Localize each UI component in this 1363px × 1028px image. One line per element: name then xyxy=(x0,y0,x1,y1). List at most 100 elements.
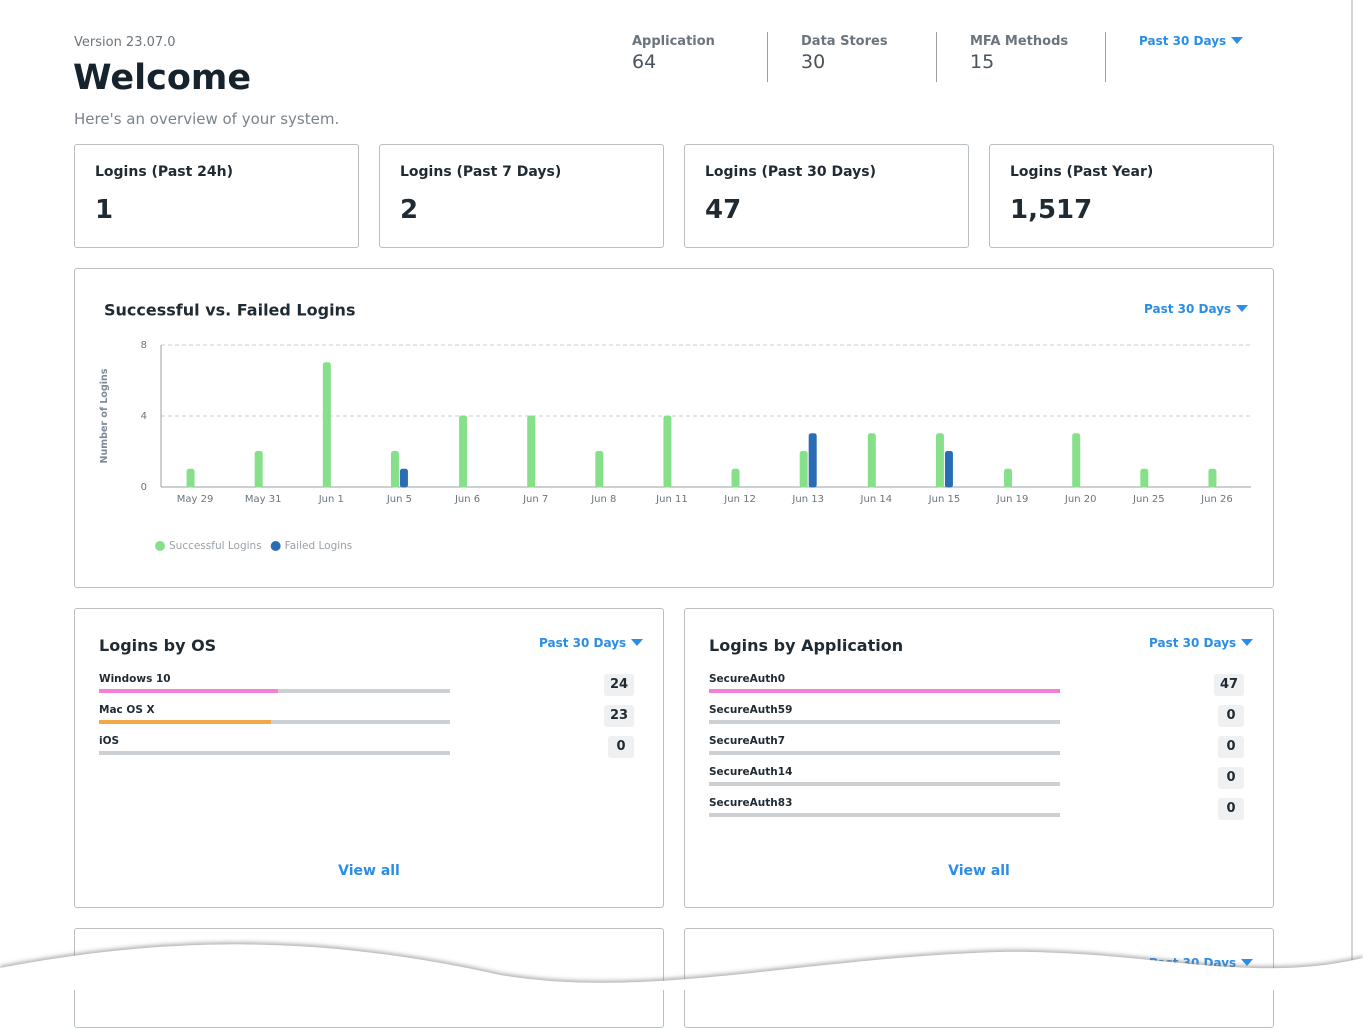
bar xyxy=(322,362,331,488)
version: Version 23.07.0 xyxy=(74,35,176,50)
legend-swatch xyxy=(270,541,281,551)
subtitle: Here's an overview of your system. xyxy=(74,110,340,128)
item-name: Mac OS X xyxy=(99,704,155,716)
bar xyxy=(944,451,953,488)
card-value: 1,517 xyxy=(1010,195,1093,225)
card-value: 1 xyxy=(95,195,114,225)
y-tick-label: 8 xyxy=(141,340,147,351)
bar-track xyxy=(709,782,1060,786)
bar xyxy=(254,451,263,488)
bar xyxy=(731,468,740,488)
stat-label: Application xyxy=(632,34,715,49)
bar-track xyxy=(709,689,1060,693)
card-value: 47 xyxy=(705,195,742,225)
stat: MFA Methods 15 xyxy=(970,34,1068,73)
bar xyxy=(1072,433,1081,488)
view-all-link[interactable]: View all xyxy=(948,863,1010,879)
stat: Data Stores 30 xyxy=(801,34,888,73)
period-dropdown[interactable]: Past 30 Days xyxy=(539,636,643,650)
bar xyxy=(808,433,817,488)
x-tick-label: May 29 xyxy=(177,494,214,505)
chart-title: Successful vs. Failed Logins xyxy=(104,301,355,320)
x-tick-label: Jun 14 xyxy=(860,494,893,505)
card-label: Logins (Past 30 Days) xyxy=(705,164,877,180)
item-name: Windows 10 xyxy=(99,673,171,685)
count-badge: 24 xyxy=(604,674,634,696)
divider xyxy=(936,32,937,82)
divider xyxy=(1105,32,1106,82)
count-badge: 0 xyxy=(608,736,634,758)
x-tick-label: Jun 20 xyxy=(1064,494,1097,505)
item-name: SecureAuth0 xyxy=(709,673,786,685)
chart: Successful vs. Failed Logins Number of L… xyxy=(99,301,1251,552)
x-tick-label: Jun 6 xyxy=(454,494,480,505)
bar xyxy=(399,468,408,488)
period-dropdown[interactable]: Past 30 Days xyxy=(1149,636,1253,650)
y-tick-label: 0 xyxy=(141,482,147,493)
bar xyxy=(527,415,536,488)
bar xyxy=(186,468,195,488)
divider xyxy=(767,32,768,82)
card-value: 2 xyxy=(400,195,419,225)
panel-title: Logins by Application xyxy=(709,636,904,655)
edge xyxy=(1352,0,1363,990)
os-panel: Logins by OS Past 30 Days Windows 10 24 Mac … xyxy=(74,608,664,908)
bar-track xyxy=(709,751,1060,755)
kpi-card: Logins (Past Year) 1,517 xyxy=(989,144,1274,248)
chart-panel: Successful vs. Failed Logins Number of L… xyxy=(74,268,1274,588)
stat: Application 64 xyxy=(632,34,715,73)
item-name: SecureAuth14 xyxy=(709,766,793,778)
bar xyxy=(595,451,604,488)
bar xyxy=(1208,468,1217,488)
x-tick-label: May 31 xyxy=(245,494,282,505)
bar xyxy=(867,433,876,488)
kpi-card: Logins (Past 30 Days) 47 xyxy=(684,144,969,248)
wave xyxy=(0,944,1363,990)
bar-fill xyxy=(99,689,279,693)
item-name: SecureAuth83 xyxy=(709,797,793,809)
count-badge: 47 xyxy=(1214,674,1244,696)
count-badge: 23 xyxy=(604,705,634,727)
count-badge: 0 xyxy=(1218,798,1244,820)
x-tick-label: Jun 5 xyxy=(386,494,412,505)
apps-panel: Logins by Application Past 30 Days SecureA… xyxy=(684,608,1274,908)
x-tick-label: Jun 25 xyxy=(1132,494,1165,505)
count-badge: 0 xyxy=(1218,705,1244,727)
legend-label: Successful Logins xyxy=(169,540,262,552)
bar xyxy=(935,433,944,488)
y-axis-label: Number of Logins xyxy=(99,368,110,463)
bar-fill xyxy=(99,720,271,724)
item-name: iOS xyxy=(99,735,120,747)
view-all-link[interactable]: View all xyxy=(338,863,400,879)
item-name: SecureAuth7 xyxy=(709,735,786,747)
count-badge: 0 xyxy=(1218,736,1244,758)
stat-label: MFA Methods xyxy=(970,34,1069,49)
torn-edge xyxy=(0,0,1363,990)
bar xyxy=(1140,468,1149,488)
period-dropdown[interactable]: Past 30 Days xyxy=(1144,302,1248,316)
period-dropdown[interactable]: Past 30 Days xyxy=(1139,34,1243,48)
x-tick-label: Jun 11 xyxy=(655,494,688,505)
legend-label: Failed Logins xyxy=(285,540,353,552)
item-name: SecureAuth59 xyxy=(709,704,793,716)
bar xyxy=(799,451,808,488)
x-tick-label: Jun 7 xyxy=(522,494,548,505)
x-tick-label: Jun 15 xyxy=(928,494,961,505)
count-badge: 0 xyxy=(1218,767,1244,789)
page-title: Welcome xyxy=(73,58,252,98)
stat-value: 64 xyxy=(632,51,657,73)
stat-value: 30 xyxy=(801,51,826,73)
stat-value: 15 xyxy=(970,51,995,73)
x-tick-label: Jun 1 xyxy=(318,494,344,505)
bar-track xyxy=(709,720,1060,724)
bar xyxy=(663,415,672,488)
stat-label: Data Stores xyxy=(801,34,888,49)
bar xyxy=(1004,468,1013,488)
bar xyxy=(459,415,468,488)
card-label: Logins (Past 24h) xyxy=(95,164,234,180)
x-tick-label: Jun 19 xyxy=(996,494,1029,505)
kpi-card: Logins (Past 24h) 1 xyxy=(74,144,359,248)
bar-track xyxy=(99,751,450,755)
x-tick-label: Jun 13 xyxy=(791,494,824,505)
x-tick-label: Jun 26 xyxy=(1200,494,1233,505)
